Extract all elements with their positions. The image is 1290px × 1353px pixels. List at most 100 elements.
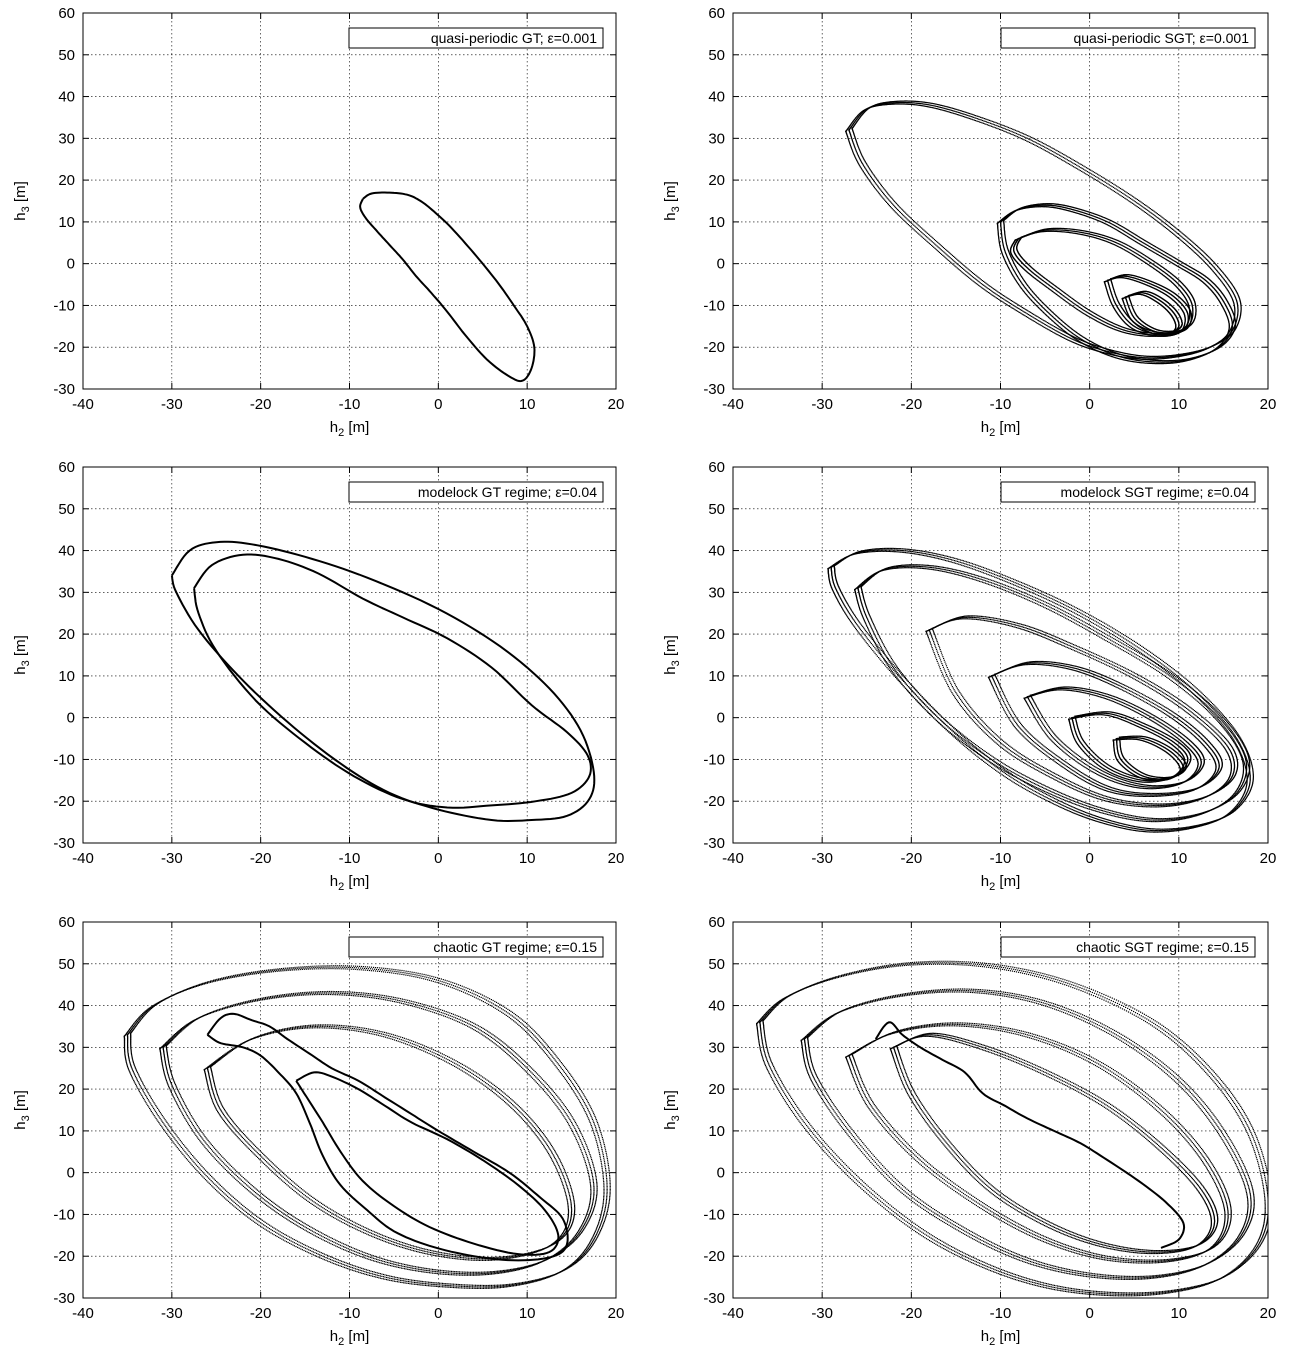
data-point — [1213, 349, 1215, 352]
data-point — [1170, 362, 1172, 364]
data-point — [989, 292, 991, 294]
data-point — [1181, 361, 1183, 363]
data-point — [1091, 348, 1093, 350]
data-point — [1068, 326, 1070, 328]
data-point — [1123, 354, 1125, 357]
data-point — [1205, 276, 1207, 278]
data-point — [857, 116, 859, 118]
data-point — [893, 210, 895, 212]
data-point — [1111, 353, 1113, 355]
data-point — [1186, 353, 1188, 355]
data-point — [847, 137, 849, 139]
data-point — [1071, 341, 1073, 343]
y-tick-label: 30 — [58, 130, 75, 147]
data-point — [1156, 355, 1158, 357]
data-point — [910, 222, 913, 224]
data-point — [1200, 280, 1202, 282]
data-point — [1150, 362, 1152, 364]
data-point — [900, 101, 902, 104]
data-point — [1235, 299, 1237, 301]
data-point — [1062, 208, 1065, 211]
data-point — [1190, 248, 1192, 250]
data-point — [1097, 214, 1099, 216]
data-point — [1067, 339, 1069, 341]
data-point — [1002, 297, 1004, 300]
data-point — [1239, 317, 1241, 320]
data-point — [887, 202, 889, 205]
data-point — [1183, 238, 1185, 240]
data-point — [1080, 209, 1083, 211]
data-point — [1103, 352, 1105, 354]
data-point — [1161, 256, 1163, 258]
data-point — [1055, 203, 1057, 205]
data-point — [926, 106, 928, 108]
data-point — [1213, 261, 1215, 263]
data-point — [980, 116, 982, 118]
data-point — [1097, 220, 1099, 222]
data-point — [1052, 331, 1054, 333]
data-point — [1134, 354, 1136, 356]
data-point — [1052, 325, 1054, 327]
data-point — [1236, 292, 1238, 294]
data-point — [882, 102, 884, 104]
data-point — [1139, 200, 1141, 202]
data-point — [1240, 307, 1242, 309]
data-point — [864, 161, 866, 163]
data-point — [1200, 249, 1202, 251]
data-point — [907, 102, 909, 104]
data-point — [1018, 136, 1020, 138]
data-point — [917, 224, 919, 226]
data-point — [1006, 264, 1008, 266]
data-point — [1092, 348, 1094, 350]
data-point — [1005, 239, 1007, 241]
data-point — [1132, 354, 1134, 356]
data-point — [1026, 140, 1028, 142]
data-point — [1099, 215, 1101, 217]
data-point — [882, 191, 884, 193]
data-point — [902, 218, 904, 220]
data-point — [963, 113, 965, 115]
data-point — [1005, 240, 1007, 242]
data-point — [867, 178, 869, 180]
data-point — [1139, 360, 1141, 362]
data-point — [1232, 322, 1234, 324]
data-point — [975, 117, 977, 119]
data-point — [1132, 199, 1134, 201]
data-point — [1191, 357, 1193, 359]
data-point — [1144, 362, 1146, 364]
data-point — [1022, 236, 1024, 238]
data-point — [1240, 307, 1242, 310]
data-point — [1132, 236, 1134, 238]
data-point — [916, 223, 918, 225]
data-point — [1074, 339, 1076, 341]
data-point — [960, 266, 963, 269]
data-point — [1015, 302, 1017, 304]
data-point — [1169, 361, 1171, 363]
data-point — [1026, 284, 1028, 286]
data-point — [1126, 195, 1128, 197]
data-point — [1113, 183, 1115, 185]
data-point — [1097, 180, 1099, 182]
data-point — [1143, 358, 1146, 360]
data-point — [892, 203, 894, 205]
data-point — [1044, 143, 1046, 145]
data-point — [1014, 134, 1016, 137]
data-point — [857, 162, 859, 164]
data-point — [880, 103, 882, 105]
data-point — [1158, 360, 1160, 362]
data-point — [1037, 203, 1040, 205]
data-point — [1028, 206, 1030, 209]
data-point — [1142, 360, 1144, 362]
data-point — [1235, 289, 1237, 291]
data-point — [1157, 221, 1159, 223]
data-point — [1137, 202, 1139, 205]
data-point — [1168, 360, 1170, 362]
data-point — [971, 118, 973, 120]
data-point — [1160, 356, 1162, 359]
data-point — [943, 247, 946, 250]
data-point — [1125, 191, 1127, 193]
data-point — [1034, 232, 1036, 234]
data-point — [945, 110, 947, 112]
data-point — [1035, 206, 1038, 208]
data-point — [1027, 313, 1029, 316]
